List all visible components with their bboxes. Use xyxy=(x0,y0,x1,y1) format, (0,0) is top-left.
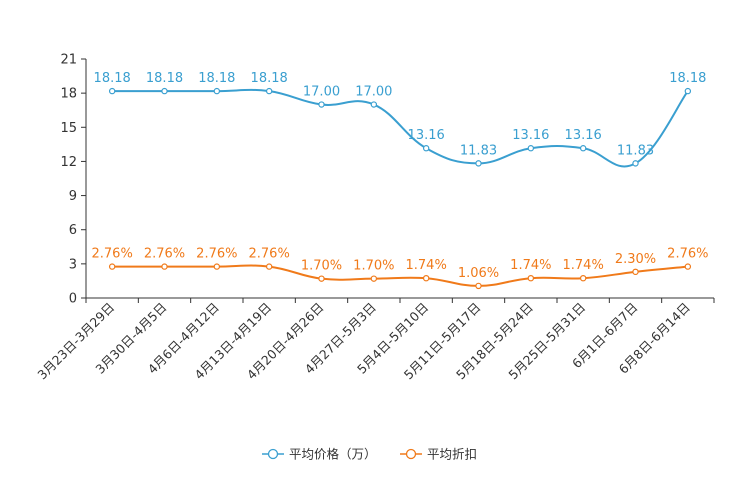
data-point[interactable] xyxy=(475,282,482,290)
series-line-avg-discount xyxy=(112,264,688,287)
data-point[interactable] xyxy=(422,145,430,152)
data-label: 18.18 xyxy=(94,71,131,86)
y-tick-label: 18 xyxy=(60,87,77,102)
data-label: 2.76% xyxy=(196,247,237,262)
legend-marker-icon xyxy=(267,448,279,460)
data-point[interactable] xyxy=(579,145,587,152)
data-label: 11.83 xyxy=(617,143,654,158)
data-label: 2.76% xyxy=(249,247,290,262)
data-point[interactable] xyxy=(527,274,535,282)
data-label: 2.76% xyxy=(144,247,185,262)
data-label: 13.16 xyxy=(408,128,445,143)
data-label: 1.74% xyxy=(406,258,447,273)
data-label: 17.00 xyxy=(355,85,392,100)
y-tick-label: 6 xyxy=(69,223,77,238)
y-tick-label: 3 xyxy=(69,257,77,272)
data-point[interactable] xyxy=(370,101,378,108)
data-label: 13.16 xyxy=(565,128,602,143)
data-label: 1.06% xyxy=(458,266,499,281)
data-point[interactable] xyxy=(684,87,692,95)
legend[interactable]: 平均价格（万） 平均折扣 xyxy=(262,447,477,462)
data-labels: 18.18 18.18 18.18 18.18 17.00 17.00 13.16 11.83… xyxy=(92,71,709,281)
data-point[interactable] xyxy=(527,145,535,152)
data-point[interactable] xyxy=(161,263,168,270)
data-point[interactable] xyxy=(108,87,116,95)
data-label: 11.83 xyxy=(460,143,497,158)
y-tick-label: 9 xyxy=(69,189,77,204)
data-point[interactable] xyxy=(265,263,273,270)
data-label: 2.30% xyxy=(615,252,656,267)
series-layer xyxy=(108,87,692,290)
y-tick-label: 12 xyxy=(60,155,77,170)
data-point[interactable] xyxy=(161,87,168,95)
data-label: 1.70% xyxy=(353,259,394,274)
data-label: 18.18 xyxy=(251,71,288,86)
data-point[interactable] xyxy=(370,275,378,282)
data-point[interactable] xyxy=(422,274,430,282)
data-point[interactable] xyxy=(579,274,587,282)
data-point[interactable] xyxy=(108,263,116,270)
data-label: 18.18 xyxy=(198,71,235,86)
legend-item-avg-discount[interactable]: 平均折扣 xyxy=(400,447,477,462)
data-point[interactable] xyxy=(265,87,273,95)
legend-item-avg-price[interactable]: 平均价格（万） xyxy=(262,447,377,462)
data-label: 1.70% xyxy=(301,259,342,274)
data-point[interactable] xyxy=(475,160,482,167)
data-point[interactable] xyxy=(213,263,221,270)
data-label: 1.74% xyxy=(510,258,551,273)
data-label: 18.18 xyxy=(146,71,183,86)
legend-label: 平均折扣 xyxy=(427,447,477,462)
data-point[interactable] xyxy=(318,275,325,282)
data-label: 17.00 xyxy=(303,85,340,100)
legend-label: 平均价格（万） xyxy=(289,447,377,462)
data-point[interactable] xyxy=(213,87,221,95)
data-point[interactable] xyxy=(632,160,639,167)
legend-marker-icon xyxy=(405,448,417,460)
y-tick-label: 21 xyxy=(60,53,77,68)
data-label: 1.74% xyxy=(563,258,604,273)
data-label: 13.16 xyxy=(512,128,549,143)
data-label: 18.18 xyxy=(669,71,706,86)
data-label: 2.76% xyxy=(92,247,133,262)
data-point[interactable] xyxy=(318,101,325,108)
y-tick-label: 0 xyxy=(69,292,77,307)
data-point[interactable] xyxy=(632,268,639,276)
data-point[interactable] xyxy=(684,263,692,270)
data-label: 2.76% xyxy=(667,247,708,262)
y-tick-label: 15 xyxy=(60,121,77,136)
